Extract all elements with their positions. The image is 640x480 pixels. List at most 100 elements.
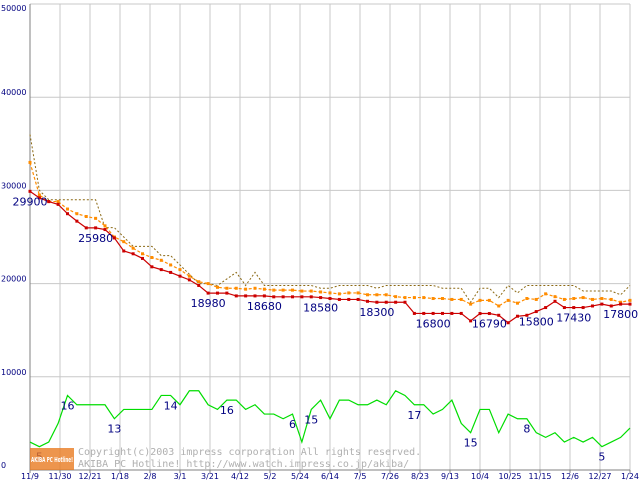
x-tick-label: 7/26 — [381, 472, 399, 480]
series-avg-point — [553, 295, 557, 299]
series-avg-point — [159, 258, 163, 262]
data-label: 18300 — [359, 306, 394, 319]
series-avg-point — [628, 298, 632, 302]
series-min-point — [169, 270, 173, 274]
data-label: 16800 — [416, 317, 451, 330]
series-min-point — [328, 297, 332, 301]
series-avg-point — [403, 296, 407, 300]
series-avg-point — [600, 297, 604, 301]
series-min-point — [544, 306, 548, 310]
series-avg-point — [544, 292, 548, 296]
series-min-point — [619, 302, 623, 306]
series-avg-point — [525, 297, 529, 301]
data-label: 16790 — [472, 318, 507, 331]
watermark-url: AKIBA PC Hotline! http://www.watch.impre… — [78, 459, 409, 470]
x-tick-label: 5/24 — [291, 472, 309, 480]
data-label: 5 — [598, 451, 605, 464]
series-avg-point — [356, 291, 360, 295]
series-min-point — [234, 294, 238, 298]
x-tick-label: 10/25 — [498, 472, 521, 480]
series-min-point — [56, 202, 60, 206]
series-min-point — [337, 297, 341, 301]
series-avg-point — [459, 297, 463, 301]
series-min-point — [103, 228, 107, 232]
series-min-point — [441, 311, 444, 315]
series-min-point — [216, 291, 219, 295]
series-avg-point — [56, 200, 60, 204]
series-avg-point — [94, 216, 98, 220]
grid — [29, 3, 631, 471]
data-label: 15 — [304, 413, 318, 426]
series-avg-point — [609, 297, 613, 301]
series-min-point — [178, 274, 182, 278]
series-avg-point — [497, 304, 501, 308]
series-avg-point — [234, 286, 238, 290]
x-tick-label: 11/9 — [21, 472, 39, 480]
series-avg-point — [197, 280, 201, 284]
series-avg-point — [150, 256, 154, 260]
series-avg-point — [272, 288, 276, 292]
series-avg-point — [216, 285, 219, 289]
series-avg-point — [28, 160, 32, 164]
x-tick-label: 11/15 — [528, 472, 551, 480]
series-avg-point — [131, 246, 135, 250]
series-min-point — [291, 295, 294, 299]
series-min-point — [150, 265, 154, 269]
data-label: 14 — [164, 399, 178, 412]
series-min-point — [431, 311, 435, 315]
series-min-point — [553, 299, 557, 303]
series-avg-point — [281, 288, 285, 292]
series-min-point — [75, 219, 79, 223]
series-avg-point — [412, 296, 416, 300]
x-tick-label: 1/18 — [111, 472, 129, 480]
data-label: 15800 — [519, 316, 554, 329]
series-min-point — [131, 252, 135, 256]
data-label: 17430 — [556, 312, 591, 325]
x-tick-label: 11/30 — [48, 472, 71, 480]
series-avg-point — [366, 293, 369, 297]
data-label: 8 — [523, 423, 530, 436]
data-labels: 29900 25980 18980 18680 18580 18300 16800 16790… — [13, 195, 639, 463]
series-min-point — [309, 295, 313, 299]
series-min-point — [459, 311, 463, 315]
series-avg-point — [534, 297, 538, 301]
series-min-point — [497, 313, 501, 317]
series-min-point — [478, 312, 482, 316]
series-min-point — [300, 295, 304, 299]
series-avg-point — [141, 252, 144, 256]
series-min-point — [562, 306, 566, 310]
series-avg-point — [300, 289, 304, 293]
data-label: 13 — [107, 423, 121, 436]
series-min-point — [187, 278, 191, 282]
series-min-point — [122, 249, 126, 253]
series-min-point — [141, 256, 144, 260]
series-avg-point — [581, 296, 585, 300]
series-min-point — [319, 296, 323, 300]
x-tick-label: 3/21 — [201, 472, 219, 480]
series-min-point — [572, 306, 576, 310]
series-avg-point — [441, 297, 444, 301]
series-min-point — [609, 304, 613, 308]
series-avg-point — [506, 298, 510, 302]
x-tick-label: 12/21 — [78, 472, 101, 480]
data-label: 17 — [407, 409, 421, 422]
series-min-point — [506, 321, 510, 325]
watermark-logo — [30, 448, 74, 470]
x-tick-label: 1/24 — [621, 472, 639, 480]
series-min-point — [262, 294, 266, 298]
series-min-point — [422, 311, 426, 315]
series-avg-point — [572, 297, 576, 301]
series-avg-point — [262, 287, 266, 291]
watermark: AKIBA PC Hotline! Copyright(c)2003 impre… — [30, 447, 421, 470]
series-min-point — [525, 313, 529, 317]
series-min-point — [394, 300, 398, 304]
series-min-point — [600, 302, 604, 306]
x-tick-label: 12/6 — [561, 472, 579, 480]
series-min-point — [356, 297, 360, 301]
series-avg-point — [591, 297, 594, 301]
series-min-point — [347, 297, 351, 301]
series-avg-point — [169, 263, 173, 267]
axes: 0 10000 20000 30000 40000 50000 11/9 11/30 12/21… — [1, 4, 639, 480]
series-min-point — [581, 306, 585, 310]
